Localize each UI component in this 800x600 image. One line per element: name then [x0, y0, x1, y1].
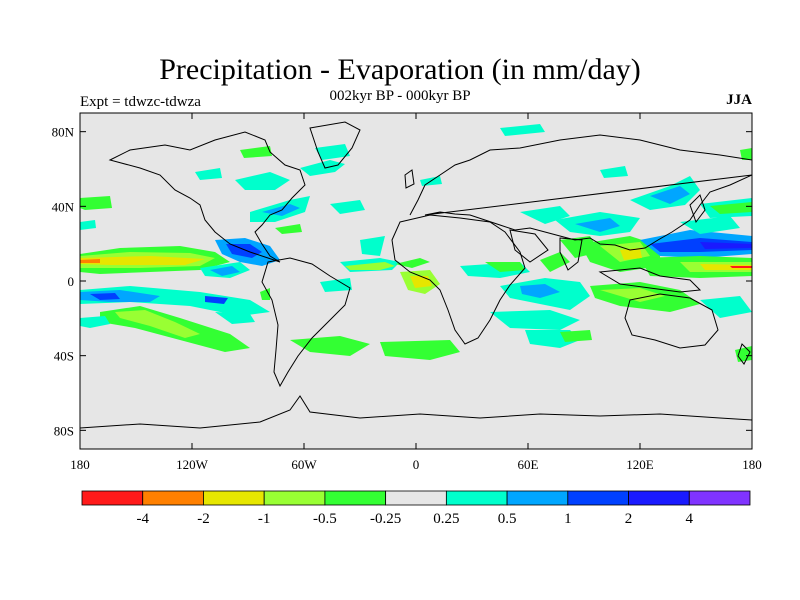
anomaly-region: [520, 284, 560, 298]
coastline-maritime-continent: [598, 267, 702, 293]
anomaly-region: [80, 196, 112, 210]
anomaly-region: [80, 256, 205, 265]
lat-tick-label: 0: [68, 274, 75, 289]
colorbar-swatch: [628, 490, 690, 506]
colorbar-label: -1: [258, 511, 271, 527]
colorbar: -4 -2 -1 -0.5 -0.25 0.25 0.5 1 2 4: [81, 490, 751, 527]
coastline-new-zealand: [737, 343, 751, 365]
lat-tick-label: 80N: [52, 125, 75, 140]
experiment-label: Expt = tdwzc-tdwza: [80, 94, 201, 110]
anomaly-region: [600, 166, 628, 178]
lon-tick-label: 60W: [291, 457, 317, 472]
anomaly-region: [235, 172, 290, 190]
anomaly-region: [740, 148, 752, 160]
colorbar-swatch: [263, 490, 326, 506]
anomaly-region: [80, 316, 110, 328]
anomaly-region: [115, 310, 200, 338]
coastline-australia: [624, 293, 719, 349]
season-label: JJA: [726, 92, 752, 108]
coastline-arabia: [509, 229, 549, 263]
lat-tick-label: 40N: [52, 199, 75, 214]
lon-tick-label: 60E: [518, 457, 539, 472]
anomaly-region: [90, 293, 120, 300]
anomaly-region: [700, 296, 752, 318]
coastline-eurasia: [409, 134, 752, 251]
anomaly-region: [730, 266, 752, 268]
anomaly-region: [240, 146, 272, 158]
map-subtitle: 002kyr BP - 000kyr BP: [329, 88, 471, 104]
anomaly-region: [210, 266, 240, 276]
colorbar-label: -0.25: [370, 511, 401, 527]
colorbar-label: -2: [197, 511, 210, 527]
anomaly-region: [226, 244, 262, 258]
coastline-greenland: [309, 121, 361, 169]
colorbar-label: 4: [686, 511, 694, 527]
map-title: Precipitation - Evaporation (in mm/day): [159, 53, 641, 86]
anomaly-region: [360, 236, 385, 256]
colorbar-swatch: [445, 490, 508, 506]
anomaly-region: [710, 202, 752, 214]
anomaly-region: [275, 224, 302, 234]
colorbar-swatch: [203, 490, 265, 506]
anomaly-region: [195, 168, 222, 180]
longitude-axis: 180 120W 60W 0 60E 120E 180: [70, 113, 762, 472]
lon-tick-label: 120W: [176, 457, 209, 472]
coastline-antarctica: [80, 395, 752, 429]
colorbar-label: 0.5: [498, 511, 517, 527]
lon-tick-label: 120E: [626, 457, 654, 472]
anomaly-region: [560, 330, 592, 342]
anomaly-region: [205, 296, 228, 304]
anomaly-region: [320, 278, 352, 292]
lon-tick-label: 180: [742, 457, 762, 472]
colorbar-label: -4: [136, 511, 149, 527]
anomaly-region: [490, 310, 580, 330]
anomaly-region: [80, 259, 100, 263]
colorbar-swatch: [385, 490, 447, 506]
colorbar-swatch: [142, 490, 204, 506]
anomaly-region: [700, 242, 752, 249]
lat-tick-label: 40S: [54, 349, 74, 364]
colorbar-swatch: [688, 490, 751, 506]
colorbar-swatch: [506, 490, 569, 506]
coastline-japan: [689, 194, 706, 224]
anomaly-region: [345, 262, 395, 270]
colorbar-swatch: [81, 490, 144, 506]
anomaly-region: [520, 206, 570, 224]
anomaly-region: [215, 312, 255, 324]
anomaly-region: [575, 218, 620, 232]
colorbar-label: -0.5: [313, 511, 337, 527]
lat-tick-label: 80S: [54, 423, 74, 438]
anomaly-region: [485, 262, 525, 272]
anomaly-region: [600, 288, 665, 302]
coastline-india: [559, 237, 583, 271]
anomaly-region: [620, 248, 642, 260]
anomaly-region: [380, 340, 460, 360]
colorbar-label: 0.25: [433, 511, 459, 527]
colorbar-label: 1: [564, 511, 572, 527]
coastline-africa: [391, 214, 526, 345]
anomaly-region: [395, 258, 430, 268]
anomaly-region: [330, 200, 365, 214]
coastline-north-america: [108, 131, 306, 263]
colorbar-label: 2: [625, 511, 633, 527]
anomaly-region: [80, 220, 96, 230]
anomaly-region: [300, 160, 345, 176]
lon-tick-label: 0: [413, 457, 420, 472]
coastline-uk: [404, 169, 415, 189]
latitude-axis: 80N 40N 0 40S 80S: [52, 125, 752, 438]
coastline-south-america: [261, 257, 351, 388]
anomaly-region: [650, 186, 690, 204]
anomaly-region: [700, 264, 752, 270]
anomaly-region: [500, 124, 545, 136]
colorbar-swatch: [324, 490, 387, 506]
coastlines: [80, 121, 752, 429]
colorbar-swatch: [567, 490, 629, 506]
anomaly-region: [315, 144, 350, 160]
lon-tick-label: 180: [70, 457, 90, 472]
